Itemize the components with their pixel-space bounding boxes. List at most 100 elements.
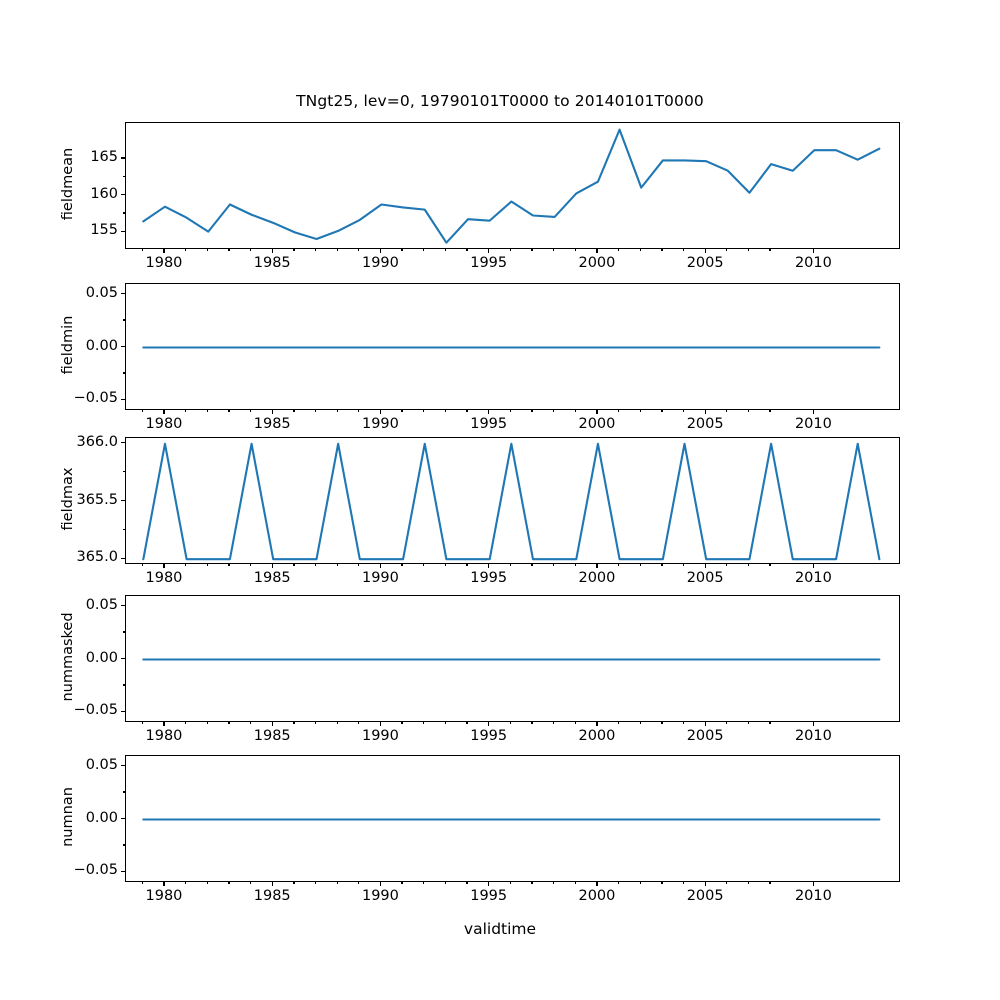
x-tick-mark: [163, 564, 165, 568]
x-minor-tick-mark: [682, 882, 685, 885]
x-tick-label: 2000: [578, 888, 616, 904]
x-tick-label: 1990: [361, 255, 399, 271]
x-tick-mark: [812, 882, 815, 886]
x-minor-tick-mark: [531, 722, 533, 725]
x-tick-mark: [704, 249, 706, 253]
x-minor-tick-mark: [466, 564, 468, 567]
x-tick-mark: [271, 882, 273, 886]
series-path: [142, 128, 881, 244]
x-tick-mark: [379, 564, 382, 568]
x-minor-tick-mark: [726, 249, 728, 252]
x-tick-label: 2010: [794, 888, 832, 904]
x-axis-label: validtime: [463, 920, 537, 938]
x-minor-tick-mark: [293, 882, 295, 885]
x-tick-label: 1985: [253, 570, 291, 586]
x-minor-tick-mark: [509, 564, 511, 567]
x-minor-tick-mark: [661, 249, 663, 252]
x-minor-tick-mark: [747, 882, 750, 885]
y-minor-tick-mark: [122, 791, 125, 793]
x-tick-mark: [812, 410, 815, 414]
x-minor-tick-mark: [509, 882, 511, 885]
x-minor-tick-mark: [682, 564, 685, 567]
x-minor-tick-mark: [249, 882, 252, 885]
y-axis-label-fieldmean: fieldmean: [60, 147, 76, 220]
x-tick-label: 1985: [253, 416, 291, 432]
x-minor-tick-mark: [682, 722, 685, 725]
x-tick-label: 2000: [578, 416, 616, 432]
x-minor-tick-mark: [682, 249, 685, 252]
y-minor-tick-mark: [122, 631, 125, 633]
x-minor-tick-mark: [293, 249, 295, 252]
x-tick-mark: [379, 722, 382, 726]
y-tick-mark: [121, 157, 125, 159]
x-minor-tick-mark: [314, 410, 317, 413]
x-minor-tick-mark: [617, 249, 620, 252]
x-minor-tick-mark: [617, 722, 620, 725]
x-minor-tick-mark: [531, 249, 533, 252]
y-axis-label-fieldmin: fieldmin: [60, 315, 76, 374]
y-tick-label: 0.05: [85, 596, 118, 613]
y-tick-label: −0.05: [73, 390, 118, 407]
x-tick-label: 2010: [794, 728, 832, 744]
y-minor-tick-mark: [122, 212, 125, 214]
x-tick-label: 1980: [145, 728, 183, 744]
x-minor-tick-mark: [228, 882, 230, 885]
y-tick-mark: [121, 442, 125, 444]
x-tick-label: 1990: [361, 728, 399, 744]
subplot-nummasked: [125, 595, 900, 722]
x-minor-tick-mark: [552, 882, 555, 885]
x-minor-tick-mark: [206, 410, 208, 413]
x-tick-mark: [812, 722, 815, 726]
subplot-fieldmin: [125, 283, 900, 410]
x-minor-tick-mark: [401, 882, 403, 885]
x-minor-tick-mark: [617, 410, 620, 413]
x-minor-tick-mark: [747, 249, 750, 252]
x-minor-tick-mark: [228, 722, 230, 725]
x-minor-tick-mark: [423, 564, 425, 567]
x-tick-mark: [271, 722, 273, 726]
y-tick-mark: [121, 764, 125, 767]
y-minor-tick-mark: [122, 175, 125, 177]
x-minor-tick-mark: [141, 564, 143, 567]
x-tick-mark: [704, 882, 706, 886]
x-minor-tick-mark: [141, 249, 143, 252]
x-minor-tick-mark: [358, 722, 360, 725]
x-minor-tick-mark: [747, 410, 750, 413]
x-tick-mark: [163, 882, 165, 886]
x-tick-mark: [596, 249, 598, 253]
y-tick-mark: [121, 345, 125, 348]
x-tick-label: 2010: [794, 255, 832, 271]
x-minor-tick-mark: [726, 882, 728, 885]
x-minor-tick-mark: [336, 722, 338, 725]
x-minor-tick-mark: [358, 249, 360, 252]
y-minor-tick-mark: [122, 372, 125, 374]
y-tick-label: 160: [90, 185, 118, 202]
x-tick-label: 1980: [145, 416, 183, 432]
x-minor-tick-mark: [552, 410, 555, 413]
y-axis-label-numnan: numnan: [60, 786, 76, 847]
x-minor-tick-mark: [639, 722, 641, 725]
x-minor-tick-mark: [444, 249, 447, 252]
x-minor-tick-mark: [184, 249, 187, 252]
x-minor-tick-mark: [184, 410, 187, 413]
x-minor-tick-mark: [293, 722, 295, 725]
y-tick-mark: [121, 557, 125, 559]
x-tick-label: 1985: [253, 888, 291, 904]
x-minor-tick-mark: [769, 410, 771, 413]
x-minor-tick-mark: [466, 882, 468, 885]
x-minor-tick-mark: [769, 882, 771, 885]
x-tick-label: 1980: [145, 888, 183, 904]
x-minor-tick-mark: [747, 564, 750, 567]
y-minor-tick-mark: [122, 470, 125, 473]
x-minor-tick-mark: [293, 410, 295, 413]
x-minor-tick-mark: [444, 882, 447, 885]
x-tick-label: 2000: [578, 255, 616, 271]
x-minor-tick-mark: [293, 564, 295, 567]
y-minor-tick-mark: [122, 319, 125, 321]
x-tick-label: 2000: [578, 728, 616, 744]
x-tick-label: 2010: [794, 570, 832, 586]
x-minor-tick-mark: [141, 410, 143, 413]
y-tick-label: 0.00: [85, 649, 118, 666]
x-tick-mark: [596, 564, 598, 568]
